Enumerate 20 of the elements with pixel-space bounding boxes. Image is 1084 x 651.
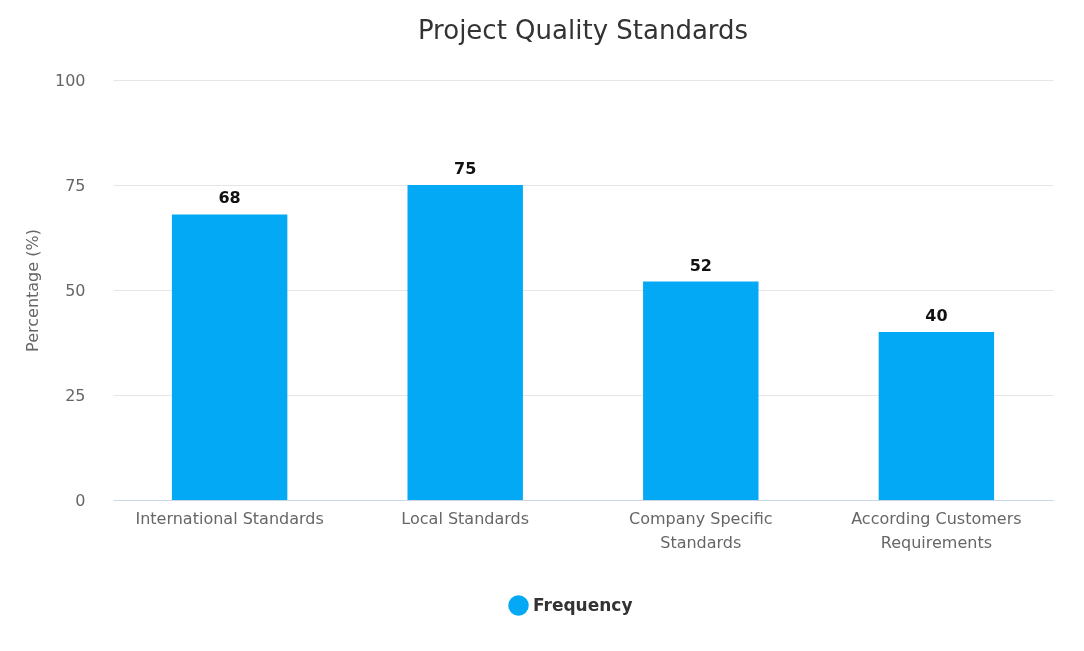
bar [878,332,995,500]
data-label: 40 [925,306,948,325]
x-tick-label: According Customers Requirements [851,508,1022,552]
y-tick-label: 25 [65,385,86,405]
legend-label: Frequency [533,594,633,615]
y-tick-label: 100 [54,70,86,90]
data-label: 68 [218,188,241,208]
y-tick-label: 75 [65,175,86,195]
x-tick-label: International Standards [135,508,324,528]
y-tick-label: 0 [75,490,86,510]
data-label: 52 [689,255,712,275]
y-axis-title: Percentage (%) [22,229,42,352]
bar [171,214,288,500]
bar [407,185,523,500]
data-label: 75 [454,159,477,178]
bar [643,281,759,500]
chart-title: Project Quality Standards [417,15,749,45]
x-tick-label: Company Specific Standards [629,508,773,552]
y-tick-label: 50 [65,280,86,300]
x-tick-label: Local Standards [401,508,530,528]
